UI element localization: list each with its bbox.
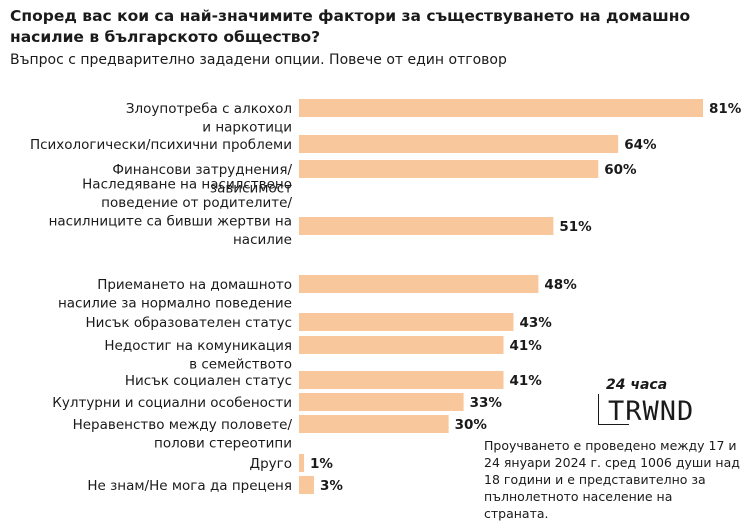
- logo-brand-text: 24 часа: [606, 377, 668, 393]
- category-label-line: и наркотици: [202, 120, 292, 136]
- bar-5: [299, 275, 539, 293]
- logo-word: TRWND: [608, 396, 695, 427]
- category-label-2: Психологически/психични проблеми: [30, 137, 292, 153]
- value-label-3: 60%: [604, 162, 637, 178]
- category-label-line: Недостиг на комуникация: [104, 338, 292, 354]
- bar-4: [299, 217, 554, 235]
- value-label-12: 3%: [320, 478, 343, 494]
- logo-frame: [598, 394, 629, 425]
- category-label-line: Приемането на домашното: [97, 277, 292, 293]
- category-label-line: Културни и социални особености: [52, 395, 292, 411]
- value-label-8: 41%: [509, 373, 542, 389]
- category-label-line: насилие: [233, 232, 292, 248]
- category-label-3: Финансови затруднения/зависимост: [112, 162, 292, 197]
- value-label-10: 30%: [455, 417, 488, 433]
- value-label-5: 48%: [544, 277, 577, 293]
- category-label-line: насилниците са бивши жертви на: [49, 213, 292, 229]
- category-label-5: Приемането на домашното насилие за нормал…: [58, 277, 292, 312]
- category-label-line: Наследяване на насилствено: [82, 176, 292, 192]
- category-label-line: насилие за нормално поведение: [58, 296, 292, 312]
- value-label-9: 33%: [470, 395, 503, 411]
- chart-subtitle: Въпрос с предварително зададени опции. П…: [10, 52, 507, 68]
- bar-6: [299, 313, 514, 331]
- value-label-11: 1%: [310, 456, 333, 472]
- value-label-7: 41%: [509, 338, 542, 354]
- category-label-line: Психологически/психични проблеми: [30, 137, 292, 153]
- category-label-line: Злоупотреба с алкохол: [126, 101, 292, 117]
- category-label-line: Неравенство между половете/: [73, 417, 293, 433]
- value-label-4: 51%: [559, 219, 592, 235]
- category-label-12: Не знам/Не мога да преценя: [87, 478, 292, 494]
- category-label-line: зависимост: [210, 181, 292, 197]
- category-label-8: Нисък социален статус: [125, 373, 292, 389]
- brand-logo: 24 часа TRWND: [598, 377, 734, 433]
- value-label-2: 64%: [624, 137, 657, 153]
- category-label-11: Друго: [250, 456, 292, 472]
- bar-10: [299, 415, 449, 433]
- bar-7: [299, 336, 504, 354]
- category-label-4: Наследяване на насилствено поведение от р…: [49, 176, 293, 248]
- category-label-line: в семейството: [189, 357, 292, 373]
- bar-9: [299, 393, 464, 411]
- value-label-1: 81%: [709, 101, 742, 117]
- category-label-line: Финансови затруднения/: [112, 162, 292, 178]
- category-label-7: Недостиг на комуникация в семейството: [104, 338, 292, 373]
- bar-2: [299, 135, 619, 153]
- chart-title: Според вас кои са най-значимите фактори …: [10, 7, 691, 46]
- category-label-1: Злоупотреба с алкохол и наркотици: [126, 101, 292, 136]
- category-label-line: поведение от родителите/: [101, 195, 292, 211]
- category-label-line: полови стереотипи: [154, 436, 292, 452]
- bar-1: [299, 99, 703, 117]
- survey-footnote: Проучването е проведено между 17 и 24 ян…: [484, 438, 740, 521]
- bar-3: [299, 160, 599, 178]
- bar-12: [299, 476, 314, 494]
- category-label-line: Нисък социален статус: [125, 373, 292, 389]
- category-label-6: Нисък образователен статус: [86, 315, 292, 331]
- bar-8: [299, 371, 504, 389]
- bar-11: [299, 454, 304, 472]
- value-label-6: 43%: [519, 315, 552, 331]
- category-label-line: Не знам/Не мога да преценя: [87, 478, 292, 494]
- category-label-line: Нисък образователен статус: [86, 315, 292, 331]
- category-label-line: Друго: [250, 456, 292, 472]
- category-label-10: Неравенство между половете/полови стерео…: [73, 417, 293, 452]
- category-label-9: Културни и социални особености: [52, 395, 292, 411]
